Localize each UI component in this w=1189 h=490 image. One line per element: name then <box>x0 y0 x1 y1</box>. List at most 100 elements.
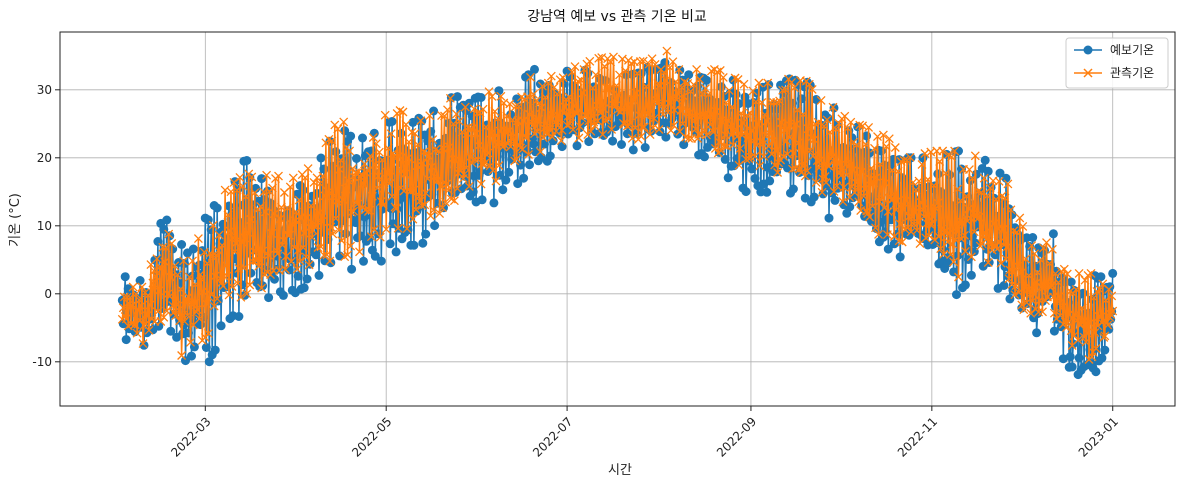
observed-point <box>410 129 420 139</box>
observed-point <box>326 222 336 232</box>
observed-point <box>816 95 826 105</box>
observed-point <box>366 232 376 242</box>
observed-point <box>452 184 462 194</box>
observed-point <box>684 133 694 143</box>
observed-point <box>177 351 187 360</box>
observed-point <box>1063 318 1073 327</box>
observed-point <box>674 64 684 74</box>
observed-point <box>778 85 788 95</box>
observed-point <box>322 250 332 260</box>
observed-point <box>450 155 460 165</box>
forecast-point <box>608 136 618 146</box>
observed-point <box>1102 317 1112 327</box>
observed-point <box>411 205 421 214</box>
observed-point <box>464 181 474 191</box>
forecast-point <box>314 270 324 280</box>
observed-point <box>261 207 271 217</box>
forecast-point <box>468 187 478 197</box>
forecast-point <box>723 173 733 183</box>
observed-point <box>568 125 578 135</box>
forecast-point <box>387 117 397 126</box>
observed-point <box>141 319 151 329</box>
observed-point <box>536 103 546 112</box>
forecast-point <box>356 231 365 241</box>
observed-point <box>194 314 204 324</box>
observed-point <box>249 246 259 256</box>
observed-point <box>917 160 927 169</box>
observed-point <box>1005 265 1015 275</box>
observed-point <box>1047 244 1057 254</box>
observed-point <box>547 132 557 142</box>
observed-point <box>974 212 984 222</box>
observed-point <box>788 164 797 174</box>
forecast-point <box>299 283 309 293</box>
observed-point <box>423 174 433 184</box>
observed-point <box>925 219 935 229</box>
observed-point <box>509 136 519 146</box>
observed-point <box>208 220 218 230</box>
observed-point <box>318 171 328 181</box>
observed-point <box>325 256 335 266</box>
observed-point <box>781 85 790 95</box>
observed-point <box>950 146 960 156</box>
observed-point <box>874 229 883 239</box>
forecast-point <box>180 258 189 268</box>
observed-point <box>680 77 690 87</box>
observed-point <box>255 256 265 266</box>
forecast-point <box>525 160 534 170</box>
observed-point <box>552 89 562 99</box>
observed-point <box>468 123 478 133</box>
forecast-point <box>489 198 499 208</box>
observed-point <box>133 305 143 315</box>
observed-point <box>1009 226 1019 236</box>
observed-point <box>327 136 337 146</box>
observed-point <box>193 234 203 244</box>
forecast-point <box>216 321 226 331</box>
observed-point <box>834 118 844 128</box>
observed-point <box>745 108 755 118</box>
forecast-point <box>409 240 419 250</box>
observed-point <box>881 142 891 152</box>
observed-point <box>335 164 345 174</box>
observed-point <box>408 214 418 224</box>
observed-point <box>338 194 348 204</box>
observed-point <box>241 192 251 202</box>
observed-point <box>991 194 1001 204</box>
observed-point <box>585 56 595 66</box>
observed-point <box>982 191 992 201</box>
forecast-point <box>952 290 961 300</box>
series-observed <box>117 46 1118 364</box>
observed-point <box>624 120 634 130</box>
observed-point <box>639 122 649 132</box>
forecast-point <box>166 326 176 336</box>
observed-point <box>755 161 765 171</box>
observed-point <box>792 105 802 115</box>
observed-point <box>131 289 141 299</box>
observed-point <box>832 181 842 191</box>
observed-point <box>880 178 890 188</box>
observed-point <box>658 109 668 119</box>
observed-point <box>947 152 957 162</box>
observed-point <box>483 148 493 158</box>
forecast-point <box>242 156 252 165</box>
observed-point <box>482 150 492 160</box>
observed-point <box>1057 303 1067 313</box>
observed-point <box>275 214 285 224</box>
forecast-point <box>210 345 220 355</box>
observed-point <box>859 191 869 201</box>
observed-point <box>898 204 908 214</box>
observed-point <box>789 83 799 93</box>
observed-point <box>250 188 260 198</box>
observed-point <box>927 219 937 229</box>
observed-point <box>850 188 860 198</box>
observed-point <box>667 93 677 103</box>
observed-point <box>615 70 624 80</box>
observed-point <box>442 179 451 189</box>
observed-point <box>929 180 939 190</box>
forecast-point <box>661 132 671 142</box>
observed-point <box>1078 317 1088 327</box>
forecast-point <box>530 64 539 74</box>
observed-point <box>165 291 175 301</box>
observed-point <box>941 168 951 178</box>
observed-point <box>1038 307 1047 317</box>
